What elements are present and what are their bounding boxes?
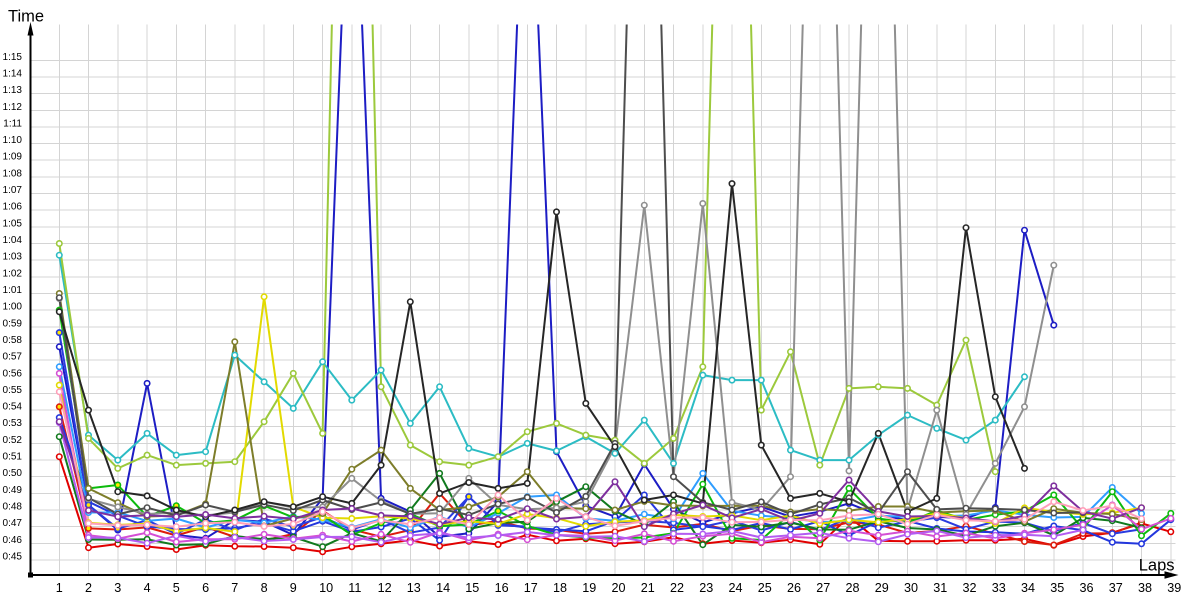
svg-text:39: 39	[1167, 581, 1181, 595]
svg-text:0:49: 0:49	[3, 485, 23, 496]
svg-text:9: 9	[290, 581, 297, 595]
svg-text:20: 20	[612, 581, 626, 595]
svg-text:33: 33	[992, 581, 1006, 595]
svg-text:1: 1	[56, 581, 63, 595]
svg-text:1:05: 1:05	[3, 218, 23, 229]
svg-text:31: 31	[933, 581, 947, 595]
svg-text:15: 15	[465, 581, 479, 595]
svg-text:35: 35	[1050, 581, 1064, 595]
svg-text:Time: Time	[8, 7, 44, 25]
svg-text:11: 11	[348, 581, 361, 595]
svg-text:0:53: 0:53	[3, 418, 23, 429]
svg-text:23: 23	[699, 581, 713, 595]
svg-text:21: 21	[641, 581, 655, 595]
svg-text:0:47: 0:47	[3, 518, 23, 529]
svg-text:0:54: 0:54	[3, 402, 23, 413]
svg-text:1:15: 1:15	[3, 52, 23, 63]
svg-text:0:59: 0:59	[3, 318, 23, 329]
svg-text:0:58: 0:58	[3, 335, 23, 346]
svg-text:7: 7	[231, 581, 238, 595]
svg-text:2: 2	[85, 581, 92, 595]
svg-text:Laps: Laps	[1139, 557, 1175, 575]
svg-text:1:13: 1:13	[3, 85, 23, 96]
svg-text:4: 4	[144, 581, 151, 595]
svg-text:0:52: 0:52	[3, 435, 23, 446]
svg-text:25: 25	[758, 581, 772, 595]
svg-text:22: 22	[670, 581, 684, 595]
svg-text:1:14: 1:14	[3, 68, 23, 79]
svg-text:1:09: 1:09	[3, 152, 23, 163]
svg-text:1:01: 1:01	[3, 285, 23, 296]
svg-text:1:12: 1:12	[3, 102, 23, 113]
svg-text:1:02: 1:02	[3, 268, 23, 279]
svg-text:36: 36	[1080, 581, 1094, 595]
svg-text:38: 38	[1138, 581, 1152, 595]
svg-text:0:57: 0:57	[3, 352, 23, 363]
svg-text:1:11: 1:11	[3, 118, 22, 129]
svg-text:14: 14	[436, 581, 450, 595]
svg-text:0:46: 0:46	[3, 535, 23, 546]
svg-text:19: 19	[582, 581, 596, 595]
svg-text:0:51: 0:51	[3, 452, 23, 463]
svg-text:5: 5	[173, 581, 180, 595]
svg-text:26: 26	[787, 581, 801, 595]
svg-text:24: 24	[729, 581, 743, 595]
svg-text:1:04: 1:04	[3, 235, 23, 246]
svg-text:0:56: 0:56	[3, 368, 23, 379]
svg-text:8: 8	[261, 581, 268, 595]
svg-text:10: 10	[319, 581, 333, 595]
svg-text:13: 13	[407, 581, 421, 595]
svg-text:18: 18	[553, 581, 567, 595]
svg-text:29: 29	[875, 581, 889, 595]
svg-text:1:07: 1:07	[3, 185, 23, 196]
svg-text:1:06: 1:06	[3, 202, 23, 213]
svg-text:0:45: 0:45	[3, 552, 23, 563]
svg-text:0:50: 0:50	[3, 468, 23, 479]
svg-text:1:03: 1:03	[3, 252, 23, 263]
svg-text:3: 3	[114, 581, 121, 595]
svg-text:1:00: 1:00	[3, 302, 23, 313]
svg-text:0:55: 0:55	[3, 385, 23, 396]
svg-text:27: 27	[816, 581, 830, 595]
svg-text:28: 28	[846, 581, 860, 595]
svg-text:1:10: 1:10	[3, 135, 23, 146]
svg-text:37: 37	[1109, 581, 1123, 595]
svg-text:30: 30	[904, 581, 918, 595]
svg-text:12: 12	[378, 581, 392, 595]
svg-text:34: 34	[1021, 581, 1035, 595]
svg-text:17: 17	[524, 581, 538, 595]
svg-text:16: 16	[495, 581, 509, 595]
svg-text:6: 6	[202, 581, 209, 595]
svg-text:0:48: 0:48	[3, 502, 23, 513]
svg-text:32: 32	[963, 581, 977, 595]
svg-text:1:08: 1:08	[3, 168, 23, 179]
